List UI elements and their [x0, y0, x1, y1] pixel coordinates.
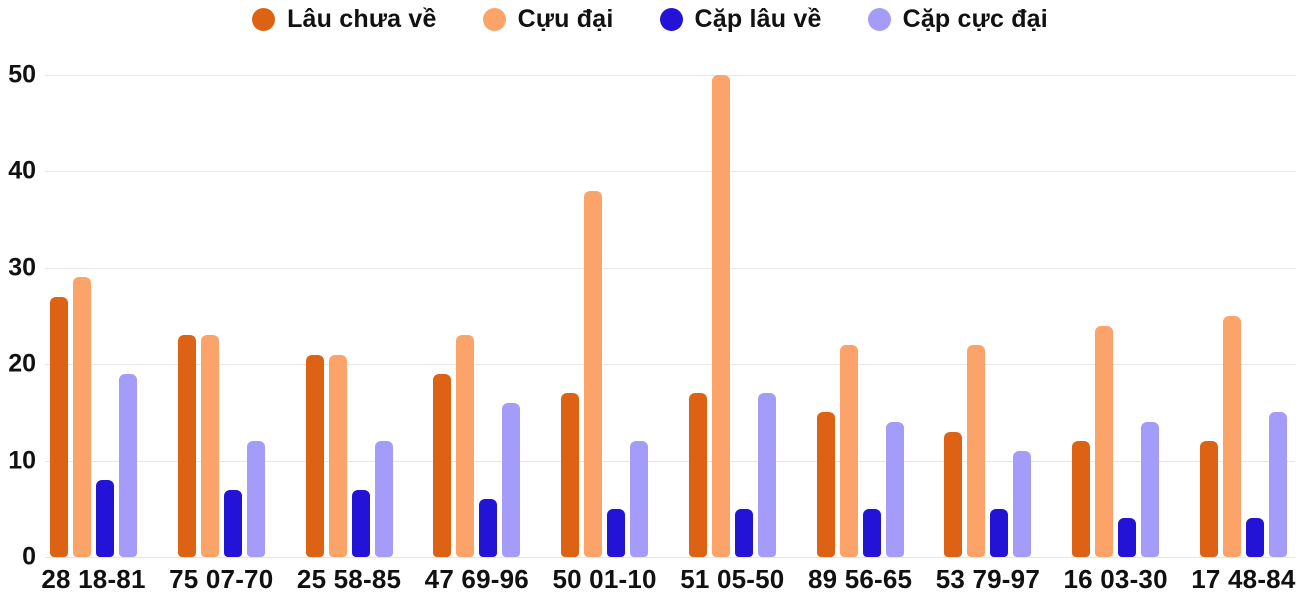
bar-series-3-cat-0 — [119, 373, 137, 557]
bar-series-0-cat-4 — [561, 393, 580, 557]
bar-series-3-cat-6 — [885, 422, 904, 557]
y-axis-tick-label: 0 — [22, 542, 36, 571]
legend-label: Cặp lâu về — [694, 5, 822, 33]
bar-series-0-cat-6 — [816, 412, 835, 557]
bar-series-0-cat-5 — [688, 393, 707, 557]
x-axis-category-label: 50 01-10 — [552, 564, 657, 594]
bar-group-6: 89 56-65 — [808, 344, 912, 592]
y-axis-tick-label: 30 — [8, 253, 36, 282]
bar-series-2-cat-5 — [734, 508, 753, 557]
bar-group-9: 17 48-84 — [1191, 316, 1295, 592]
bar-series-0-cat-0 — [50, 296, 68, 557]
x-axis-category-label: 75 07-70 — [169, 564, 274, 594]
legend-label: Cặp cực đại — [902, 5, 1048, 33]
bar-series-0-cat-3 — [433, 373, 452, 557]
bar-series-0-cat-1 — [177, 335, 196, 557]
bar-series-3-cat-1 — [246, 441, 265, 557]
x-axis-category-label: 17 48-84 — [1191, 564, 1296, 594]
y-axis-tick-label: 10 — [8, 446, 36, 475]
legend-item-3: Cặp cực đại — [867, 5, 1048, 34]
gridline-y-50 — [45, 75, 1295, 76]
bar-series-3-cat-9 — [1268, 412, 1287, 557]
bar-series-1-cat-4 — [584, 190, 603, 557]
chart-legend: Lâu chưa về Cựu đại Cặp lâu về Cặp cực đại — [0, 5, 1300, 34]
legend-item-2: Cặp lâu về — [659, 5, 822, 34]
bar-series-3-cat-2 — [374, 441, 393, 557]
bar-series-2-cat-0 — [96, 479, 114, 557]
x-axis-category-label: 25 58-85 — [296, 564, 402, 594]
x-axis-category-label: 53 79-97 — [935, 564, 1040, 594]
bar-series-0-cat-8 — [1072, 441, 1091, 557]
y-axis-tick-label: 50 — [8, 60, 36, 89]
bar-series-2-cat-1 — [223, 489, 242, 557]
bar-series-0-cat-2 — [305, 354, 324, 557]
bar-series-3-cat-7 — [1013, 450, 1032, 557]
bar-series-3-cat-8 — [1141, 422, 1160, 557]
bar-group-1: 75 07-70 — [169, 335, 273, 592]
bar-series-1-cat-0 — [73, 277, 91, 557]
gridline-y-20 — [45, 364, 1295, 366]
x-axis-category-label: 28 18-81 — [41, 564, 146, 594]
bar-series-1-cat-6 — [839, 344, 858, 557]
bar-group-7: 53 79-97 — [936, 344, 1040, 592]
bar-series-3-cat-5 — [757, 393, 776, 557]
gridline-y-30 — [45, 267, 1295, 269]
bar-group-2: 25 58-85 — [297, 354, 401, 592]
legend-item-1: Cựu đại — [482, 5, 614, 34]
bar-series-2-cat-4 — [607, 508, 626, 557]
bar-series-1-cat-2 — [328, 354, 347, 557]
bar-series-2-cat-6 — [862, 508, 881, 557]
bars-layer: 28 18-81 75 07-70 25 58-85 47 69-96 50 01-10… — [41, 75, 1295, 592]
x-axis-category-label: 16 03-30 — [1063, 564, 1168, 594]
bar-group-3: 47 69-96 — [425, 335, 529, 592]
bar-series-1-cat-3 — [456, 335, 475, 557]
bar-series-2-cat-3 — [479, 499, 498, 557]
plot-area: 28 18-81 75 07-70 25 58-85 47 69-96 50 01-10… — [8, 62, 1295, 592]
bar-series-2-cat-7 — [990, 508, 1009, 557]
y-axis-tick-label: 20 — [8, 349, 36, 378]
bar-series-1-cat-7 — [967, 344, 986, 557]
x-axis-category-label: 47 69-96 — [424, 564, 529, 594]
bar-series-2-cat-2 — [351, 489, 370, 557]
bar-series-1-cat-8 — [1095, 325, 1114, 557]
gridline-y-10 — [45, 460, 1295, 462]
bar-series-3-cat-4 — [630, 441, 649, 557]
bar-group-8: 16 03-30 — [1064, 325, 1168, 592]
legend-item-0: Lâu chưa về — [252, 5, 437, 34]
legend-label: Cựu đại — [517, 5, 614, 33]
x-axis-category-label: 51 05-50 — [680, 564, 785, 594]
bar-series-2-cat-8 — [1118, 518, 1137, 557]
y-axis-tick-label: 40 — [8, 156, 36, 185]
gridline-y-40 — [45, 171, 1295, 173]
bar-series-0-cat-7 — [944, 431, 963, 557]
legend-label: Lâu chưa về — [287, 5, 437, 33]
gridline-y-0 — [45, 557, 1295, 558]
legend-swatch-icon — [659, 8, 683, 31]
bar-series-3-cat-3 — [502, 402, 521, 557]
legend-swatch-icon — [482, 8, 506, 31]
bar-series-2-cat-9 — [1245, 518, 1264, 557]
bar-series-1-cat-5 — [711, 75, 730, 557]
bar-series-1-cat-1 — [200, 335, 219, 557]
bar-group-4: 50 01-10 — [552, 190, 656, 592]
x-axis-category-label: 89 56-65 — [807, 564, 913, 594]
legend-swatch-icon — [867, 8, 891, 31]
bar-group-0: 28 18-81 — [41, 277, 145, 592]
legend-swatch-icon — [252, 8, 276, 31]
bar-group-5: 51 05-50 — [680, 75, 784, 592]
bar-series-1-cat-9 — [1222, 316, 1241, 557]
bar-series-0-cat-9 — [1199, 441, 1218, 557]
